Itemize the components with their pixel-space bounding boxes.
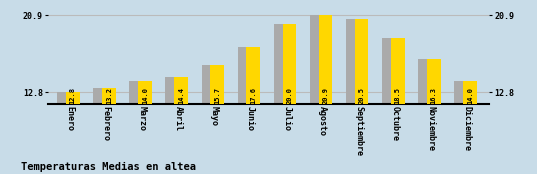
Text: 20.0: 20.0 [286, 87, 293, 104]
Text: 14.0: 14.0 [142, 87, 148, 104]
Bar [310, 15, 330, 104]
Bar [463, 81, 477, 104]
Bar [238, 47, 258, 104]
Bar [391, 38, 404, 104]
Bar [129, 81, 149, 104]
Bar [418, 59, 438, 104]
Bar [66, 92, 79, 104]
Text: 17.6: 17.6 [250, 87, 256, 104]
Bar [102, 88, 116, 104]
Bar [93, 88, 113, 104]
Text: 18.5: 18.5 [395, 87, 401, 104]
Text: 20.5: 20.5 [359, 87, 365, 104]
Text: 12.8: 12.8 [70, 87, 76, 104]
Bar [246, 47, 260, 104]
Bar [346, 19, 366, 104]
Text: Temperaturas Medias en altea: Temperaturas Medias en altea [21, 162, 197, 172]
Bar [318, 15, 332, 104]
Bar [282, 24, 296, 104]
Bar [274, 24, 294, 104]
Text: 16.3: 16.3 [431, 87, 437, 104]
Bar [165, 77, 185, 104]
Bar [355, 19, 368, 104]
Bar [57, 92, 77, 104]
Bar [382, 38, 402, 104]
Bar [175, 77, 188, 104]
Text: 14.0: 14.0 [467, 87, 473, 104]
Text: 14.4: 14.4 [178, 87, 184, 104]
Bar [201, 65, 221, 104]
Bar [211, 65, 224, 104]
Bar [454, 81, 474, 104]
Bar [138, 81, 152, 104]
Text: 20.9: 20.9 [323, 87, 329, 104]
Bar [427, 59, 441, 104]
Text: 13.2: 13.2 [106, 87, 112, 104]
Text: 15.7: 15.7 [214, 87, 220, 104]
